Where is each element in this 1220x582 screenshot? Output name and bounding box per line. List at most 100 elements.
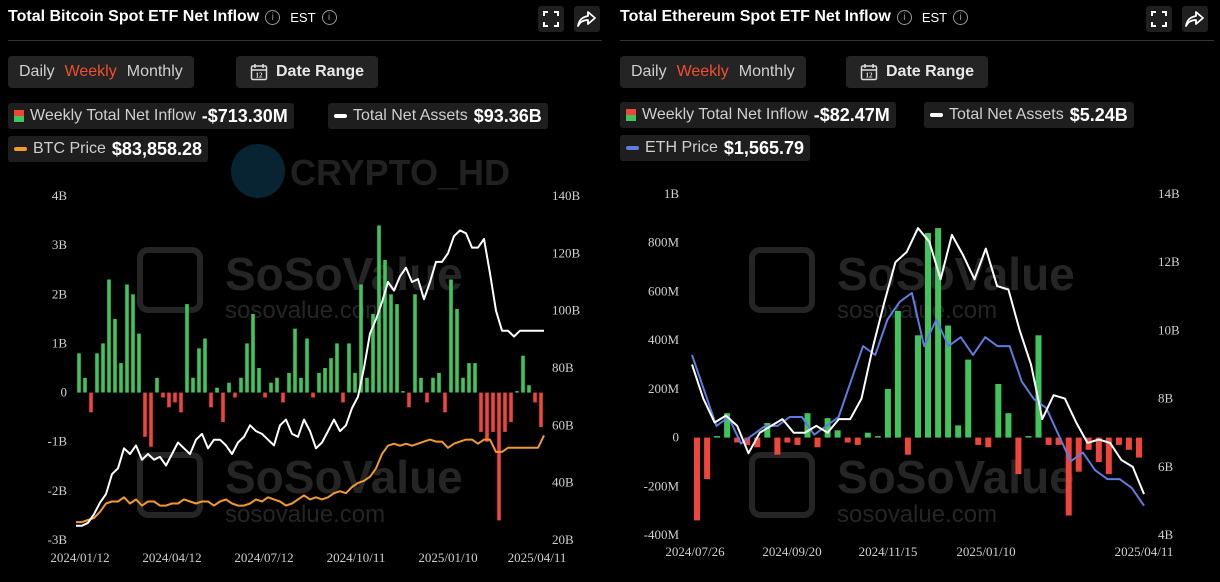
info-icon[interactable]: i <box>265 9 281 25</box>
eth-toolbar <box>1146 6 1208 32</box>
inflow-bar <box>281 392 285 403</box>
tab-weekly[interactable]: Weekly <box>64 63 117 80</box>
inflow-bar <box>473 363 477 393</box>
inflow-bar <box>1125 437 1132 450</box>
inflow-bar <box>305 338 309 393</box>
sosovalue-logo-icon <box>749 247 815 313</box>
tab-monthly[interactable]: Monthly <box>738 63 795 80</box>
legend-weekly-inflow[interactable]: Weekly Total Net Inflow -$713.30M <box>8 103 294 129</box>
inflow-bar <box>1045 437 1052 445</box>
btc-panel: Total Bitcoin Spot ETF Net Inflow i EST … <box>8 6 602 565</box>
legend-total-assets[interactable]: Total Net Assets $5.24B <box>924 102 1134 128</box>
inflow-bar <box>215 387 219 393</box>
inflow-bar <box>287 372 291 393</box>
inflow-bar <box>107 279 111 393</box>
inflow-bar <box>359 284 363 393</box>
legend-value: -$82.47M <box>813 104 890 125</box>
legend-btc-price[interactable]: BTC Price $83,858.28 <box>8 136 208 162</box>
inflow-bar <box>714 436 721 438</box>
tab-weekly[interactable]: Weekly <box>676 63 729 80</box>
line-swatch-icon <box>626 146 639 150</box>
timezone-label: EST <box>921 9 948 25</box>
y-right-tick-label: 10B <box>1158 322 1180 337</box>
inflow-bar <box>1115 437 1122 445</box>
inflow-bar <box>455 309 459 393</box>
legend-weekly-inflow[interactable]: Weekly Total Net Inflow -$82.47M <box>620 102 896 128</box>
inflow-bar <box>101 343 105 393</box>
y-left-tick-label: -3B <box>48 532 68 547</box>
inflow-bar <box>485 392 489 442</box>
price-line <box>691 291 1145 507</box>
btc-chart-title: Total Bitcoin Spot ETF Net Inflow <box>8 8 260 25</box>
y-left-tick-label: -2B <box>48 483 68 498</box>
fullscreen-icon[interactable] <box>1146 6 1172 32</box>
inflow-bar <box>955 425 962 438</box>
legend-total-assets[interactable]: Total Net Assets $93.36B <box>328 103 548 129</box>
fullscreen-icon[interactable] <box>538 6 564 32</box>
inflow-bar <box>503 392 507 432</box>
info-icon[interactable]: i <box>896 9 912 25</box>
inflow-bar <box>209 392 213 408</box>
inflow-bar <box>1065 437 1072 516</box>
inflow-bar <box>179 392 183 413</box>
inflow-bar <box>1136 437 1142 458</box>
legend-eth-price[interactable]: ETH Price $1,565.79 <box>620 135 810 161</box>
inflow-bar <box>533 392 537 403</box>
bar-swatch-icon <box>14 110 24 122</box>
info-icon[interactable]: i <box>321 9 337 25</box>
inflow-bar <box>425 392 429 403</box>
tab-daily[interactable]: Daily <box>19 63 55 80</box>
inflow-bar <box>419 377 423 393</box>
watermark-url: sosovalue.com <box>837 501 997 528</box>
y-left-tick-label: -200M <box>644 478 680 493</box>
inflow-bar <box>764 423 771 438</box>
y-left-tick-label: 4B <box>52 188 68 203</box>
inflow-bar <box>694 437 700 521</box>
inflow-bar <box>497 392 501 521</box>
inflow-bar <box>383 259 387 393</box>
sosovalue-logo-icon <box>137 247 203 313</box>
y-right-tick-label: 4B <box>1158 527 1174 542</box>
x-tick-label: 2024/11/15 <box>859 544 918 559</box>
inflow-bar <box>407 392 411 408</box>
inflow-bar <box>945 325 952 438</box>
x-tick-label: 2024/07/12 <box>234 550 293 565</box>
inflow-bar <box>227 382 231 393</box>
inflow-bar <box>83 377 87 393</box>
y-right-tick-label: 14B <box>1158 186 1180 201</box>
inflow-bar <box>854 437 861 445</box>
inflow-bar <box>401 391 405 393</box>
calendar-icon: 12 <box>860 64 878 81</box>
inflow-bar <box>844 437 851 443</box>
inflow-bar <box>1055 437 1062 445</box>
x-tick-label: 2024/07/26 <box>665 544 725 559</box>
inflow-bar <box>704 437 711 479</box>
total-net-assets-line <box>76 229 544 527</box>
inflow-bar <box>221 392 225 423</box>
y-right-tick-label: 40B <box>552 475 574 490</box>
inflow-bar <box>814 437 821 448</box>
legend-value: $1,565.79 <box>723 137 804 158</box>
tab-monthly[interactable]: Monthly <box>126 63 183 80</box>
inflow-bar <box>1005 413 1012 438</box>
inflow-bar <box>113 318 117 393</box>
inflow-bar <box>293 328 297 393</box>
tab-daily[interactable]: Daily <box>631 63 667 80</box>
date-range-button[interactable]: 12 Date Range <box>846 56 989 88</box>
x-tick-label: 2024/01/12 <box>50 550 109 565</box>
inflow-bar <box>1095 437 1102 462</box>
inflow-bar <box>233 392 237 398</box>
legend-label: ETH Price <box>645 139 718 156</box>
inflow-bar <box>395 304 399 393</box>
sosovalue-logo-icon <box>749 452 815 518</box>
info-icon[interactable]: i <box>953 9 969 25</box>
inflow-bar <box>724 413 731 438</box>
share-icon[interactable] <box>574 6 600 32</box>
watermark-brand: SoSoValue <box>837 248 1075 300</box>
inflow-bar <box>1035 335 1042 438</box>
inflow-bar <box>431 377 435 393</box>
inflow-bar <box>935 228 942 438</box>
date-range-button[interactable]: 12 Date Range <box>236 56 379 88</box>
watermark-brand: SoSoValue <box>225 451 463 503</box>
share-icon[interactable] <box>1182 6 1208 32</box>
